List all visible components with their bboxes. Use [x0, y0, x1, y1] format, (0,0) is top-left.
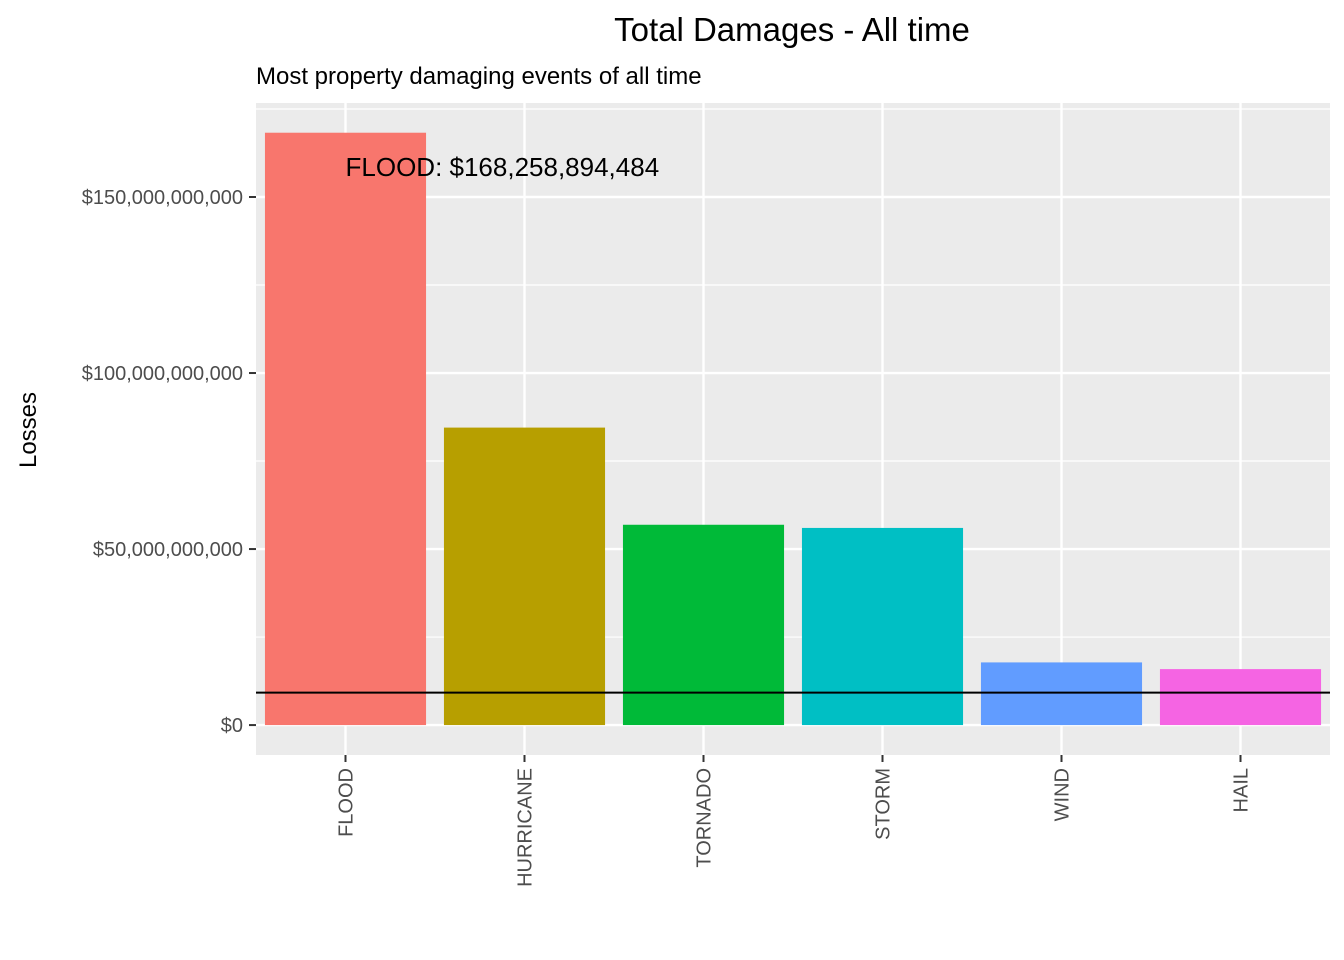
- bar-annotation: FLOOD: $168,258,894,484: [346, 152, 660, 182]
- x-tick-label: FLOOD: [336, 768, 358, 837]
- plot-area: FLOOD: $168,258,894,484 $0 $50,000,000,000…: [82, 103, 1330, 887]
- x-tick-label: HAIL: [1231, 768, 1253, 812]
- y-tick-label: $50,000,000,000: [93, 539, 243, 561]
- y-tick-label: $150,000,000,000: [82, 187, 243, 209]
- x-tick-label: STORM: [873, 768, 895, 840]
- bar-hail: [1159, 669, 1322, 726]
- bar-hurricane: [443, 427, 606, 726]
- bar-tornado: [622, 524, 785, 726]
- bar-storm: [801, 527, 964, 726]
- x-tick-label: HURRICANE: [515, 768, 537, 887]
- panel-background: [256, 103, 1330, 755]
- x-tick-label: TORNADO: [694, 768, 716, 868]
- y-tick-label: $0: [221, 715, 243, 737]
- bar-wind: [980, 662, 1143, 726]
- x-tick-label: WIND: [1052, 768, 1074, 821]
- chart-subtitle: Most property damaging events of all tim…: [256, 63, 702, 90]
- bar-flood: [264, 132, 427, 726]
- y-axis-label: Losses: [15, 392, 42, 468]
- chart-title: Total Damages - All time: [614, 11, 970, 48]
- y-tick-label: $100,000,000,000: [82, 363, 243, 385]
